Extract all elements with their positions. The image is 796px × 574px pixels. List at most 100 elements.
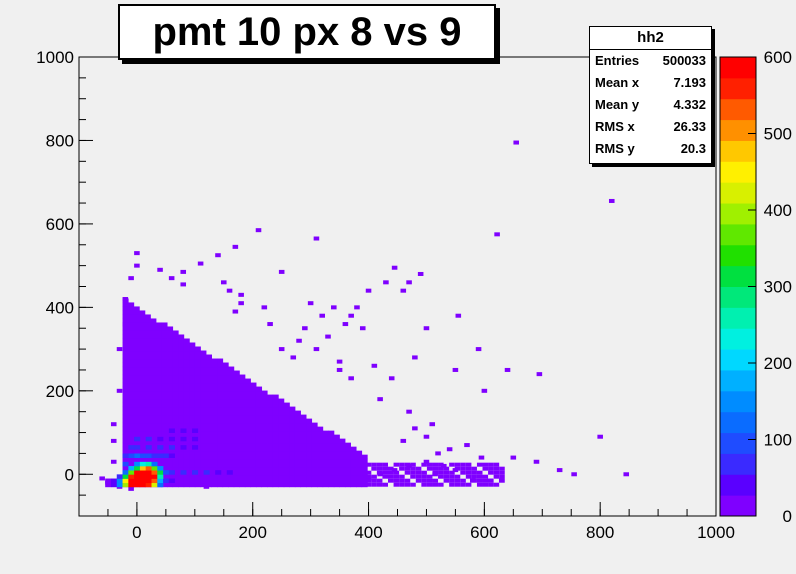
body-bin xyxy=(278,450,285,456)
body-bin xyxy=(333,466,340,472)
scatter-bin xyxy=(307,301,314,306)
body-bin xyxy=(189,382,196,388)
band-bin xyxy=(454,474,461,479)
body-bin xyxy=(322,474,329,480)
band-bin xyxy=(449,478,455,483)
body-bin xyxy=(183,466,190,472)
body-bin xyxy=(183,350,190,356)
band-bin xyxy=(460,470,466,475)
dense-bin xyxy=(157,445,164,450)
body-bin xyxy=(172,410,179,416)
body-bin xyxy=(328,438,335,444)
body-bin xyxy=(311,482,318,488)
body-bin xyxy=(339,482,346,488)
body-bin xyxy=(133,326,140,331)
body-bin xyxy=(150,342,157,348)
body-bin xyxy=(244,462,251,468)
body-bin xyxy=(205,374,212,380)
body-bin xyxy=(167,458,174,464)
body-bin xyxy=(317,478,324,484)
body-bin xyxy=(239,454,246,460)
body-bin xyxy=(122,382,129,388)
body-bin xyxy=(211,406,218,412)
band-bin xyxy=(426,462,433,467)
band-bin xyxy=(410,470,416,475)
body-bin xyxy=(255,462,263,468)
scatter-bin xyxy=(412,426,418,431)
body-bin xyxy=(244,406,251,412)
body-bin xyxy=(205,406,212,412)
body-bin xyxy=(211,438,218,444)
body-bin xyxy=(294,474,301,480)
body-bin xyxy=(289,470,296,476)
body-bin xyxy=(211,422,218,428)
body-bin xyxy=(239,450,246,456)
scatter-bin xyxy=(513,140,519,145)
body-bin xyxy=(239,394,246,400)
dense-bin xyxy=(139,453,146,458)
body-bin xyxy=(311,470,318,476)
body-bin xyxy=(255,454,263,460)
body-bin xyxy=(183,426,190,432)
colorbar-segment xyxy=(720,286,756,308)
band-bin xyxy=(493,482,500,487)
scatter-bin xyxy=(313,347,320,352)
body-bin xyxy=(194,370,201,376)
body-bin xyxy=(300,438,307,444)
body-bin xyxy=(150,378,157,384)
body-bin xyxy=(267,422,274,428)
scatter-bin xyxy=(406,280,412,285)
body-bin xyxy=(250,418,257,424)
body-bin xyxy=(200,358,207,364)
band-bin xyxy=(415,478,422,483)
colorbar-segment xyxy=(720,182,756,204)
body-bin xyxy=(261,434,268,440)
band-bin xyxy=(454,466,461,471)
body-bin xyxy=(139,422,146,428)
body-bin xyxy=(233,382,240,388)
body-bin xyxy=(122,318,129,323)
body-bin xyxy=(261,454,268,460)
body-bin xyxy=(222,462,229,468)
body-bin xyxy=(306,482,313,488)
body-bin xyxy=(222,386,229,392)
body-bin xyxy=(233,458,240,464)
body-bin xyxy=(311,422,318,428)
dense-bin xyxy=(226,470,233,475)
body-bin xyxy=(311,426,318,432)
body-bin xyxy=(172,346,179,352)
band-bin xyxy=(376,482,383,487)
body-bin xyxy=(200,438,207,444)
body-bin xyxy=(133,362,140,368)
dense-bin xyxy=(145,445,152,450)
body-bin xyxy=(144,326,151,331)
scatter-bin xyxy=(278,347,285,352)
body-bin xyxy=(167,378,174,384)
scatter-bin xyxy=(325,334,331,339)
body-bin xyxy=(261,438,268,444)
band-bin xyxy=(393,482,400,487)
band-bin xyxy=(426,482,433,487)
body-bin xyxy=(122,358,129,364)
body-bin xyxy=(328,458,335,464)
body-bin xyxy=(139,374,146,380)
body-bin xyxy=(250,470,257,476)
body-bin xyxy=(261,398,268,404)
body-bin xyxy=(255,426,263,432)
body-bin xyxy=(128,394,135,400)
body-bin xyxy=(200,382,207,388)
body-bin xyxy=(244,394,251,400)
body-bin xyxy=(178,402,185,408)
body-bin xyxy=(150,394,157,400)
body-bin xyxy=(155,350,162,356)
body-bin xyxy=(183,366,190,372)
body-bin xyxy=(144,330,151,335)
body-bin xyxy=(161,446,168,452)
dense-bin xyxy=(134,482,141,488)
body-bin xyxy=(239,414,246,420)
body-bin xyxy=(255,390,263,396)
colorbar-segment xyxy=(720,307,756,329)
body-bin xyxy=(261,426,268,432)
scatter-bin xyxy=(359,326,366,331)
body-bin xyxy=(167,398,174,404)
